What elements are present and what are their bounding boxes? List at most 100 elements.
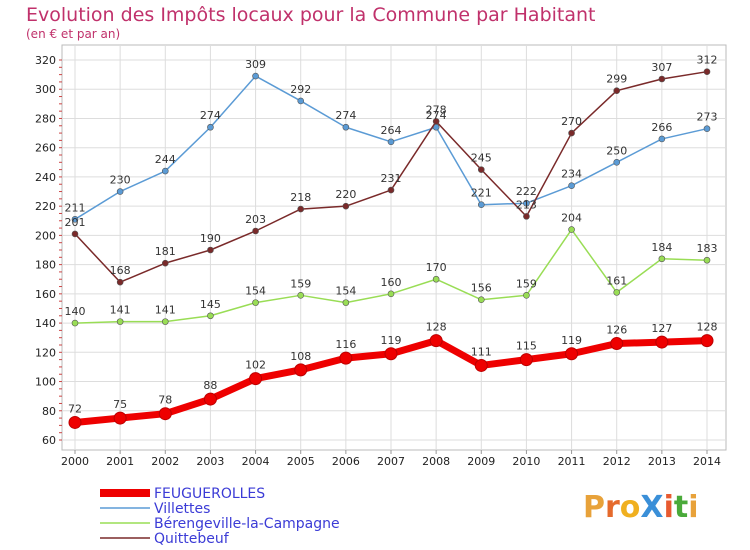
data-point <box>613 159 621 166</box>
data-label: 250 <box>606 144 627 157</box>
data-label: 154 <box>335 285 356 298</box>
data-label: 245 <box>471 152 492 165</box>
data-point <box>297 205 305 213</box>
data-point <box>387 186 395 194</box>
data-point <box>477 166 485 173</box>
data-label: 274 <box>335 109 356 122</box>
data-point <box>297 97 305 105</box>
data-point <box>252 72 259 80</box>
data-point <box>477 296 485 303</box>
legend-label: Bérengeville-la-Campagne <box>154 516 340 532</box>
data-label: 264 <box>381 124 402 137</box>
y-tick-label: 320 <box>35 54 56 67</box>
x-tick-label: 2000 <box>61 455 89 468</box>
data-point <box>658 135 666 143</box>
data-point <box>158 407 172 421</box>
x-tick-label: 2006 <box>332 455 360 468</box>
data-point <box>613 87 621 94</box>
data-point <box>658 255 666 263</box>
data-point <box>252 227 259 235</box>
logo-text: ProXiti <box>583 490 699 525</box>
y-tick-label: 300 <box>35 83 56 96</box>
data-label: 274 <box>426 109 447 122</box>
data-label: 161 <box>606 274 627 287</box>
data-point <box>161 167 169 175</box>
data-label: 230 <box>110 174 131 187</box>
data-label: 299 <box>606 73 627 86</box>
data-label: 204 <box>561 212 582 225</box>
data-point <box>658 75 666 83</box>
data-label: 273 <box>697 111 718 124</box>
data-label: 222 <box>516 185 537 198</box>
y-tick-label: 180 <box>35 259 56 272</box>
data-point <box>523 199 530 207</box>
data-point <box>523 292 530 299</box>
data-point <box>116 188 124 195</box>
data-point <box>610 337 624 351</box>
x-tick-label: 2012 <box>603 455 631 468</box>
data-point <box>203 392 217 406</box>
y-tick-label: 140 <box>35 317 56 330</box>
chart-title: Evolution des Impôts locaux pour la Comm… <box>26 4 596 26</box>
data-label: 115 <box>516 340 537 353</box>
data-label: 231 <box>381 172 402 185</box>
x-tick-label: 2007 <box>377 455 405 468</box>
data-label: 270 <box>561 115 582 128</box>
data-point <box>71 230 79 238</box>
legend-item: FEUGUEROLLES <box>100 486 265 502</box>
data-label: 119 <box>561 334 582 347</box>
data-label: 168 <box>110 264 131 277</box>
legend-label: Villettes <box>154 501 210 517</box>
x-tick-label: 2005 <box>287 455 315 468</box>
data-label: 88 <box>203 379 217 392</box>
y-tick-label: 100 <box>35 376 56 389</box>
data-point <box>116 278 124 286</box>
data-label: 159 <box>516 277 537 290</box>
x-tick-label: 2013 <box>648 455 676 468</box>
y-tick-label: 120 <box>35 346 56 359</box>
data-point <box>613 289 621 296</box>
data-label: 128 <box>697 321 718 334</box>
data-point <box>249 372 263 386</box>
data-label: 221 <box>471 187 492 200</box>
data-point <box>387 138 395 146</box>
data-label: 141 <box>155 304 176 317</box>
data-point <box>116 318 124 325</box>
data-point <box>519 353 533 367</box>
data-point <box>342 123 350 131</box>
data-label: 307 <box>651 61 672 74</box>
data-point <box>565 347 579 361</box>
data-label: 141 <box>110 304 131 317</box>
data-point <box>568 129 575 137</box>
data-label: 116 <box>335 338 356 351</box>
data-label: 119 <box>381 334 402 347</box>
data-label: 160 <box>381 276 402 289</box>
data-point <box>384 347 398 361</box>
data-point <box>477 201 485 208</box>
data-label: 184 <box>651 241 672 254</box>
data-point <box>294 363 308 377</box>
data-label: 145 <box>200 298 221 311</box>
data-point <box>342 299 350 306</box>
data-label: 266 <box>651 121 672 134</box>
data-label: 309 <box>245 58 266 71</box>
data-point <box>207 312 214 320</box>
data-label: 213 <box>516 198 537 211</box>
data-point <box>252 299 259 306</box>
data-label: 244 <box>155 153 176 166</box>
data-point <box>342 202 350 210</box>
data-point <box>703 68 711 75</box>
data-point <box>297 292 305 299</box>
data-point <box>71 319 79 327</box>
data-label: 75 <box>113 398 127 411</box>
data-point <box>207 246 214 254</box>
data-point <box>703 256 711 264</box>
series-quittebeuf <box>71 68 711 286</box>
y-tick-label: 240 <box>35 171 56 184</box>
x-tick-label: 2011 <box>558 455 586 468</box>
data-label: 203 <box>245 213 266 226</box>
data-point <box>700 334 714 348</box>
y-tick-label: 200 <box>35 229 56 242</box>
series-b-rengeville-la-campagne <box>71 226 711 327</box>
